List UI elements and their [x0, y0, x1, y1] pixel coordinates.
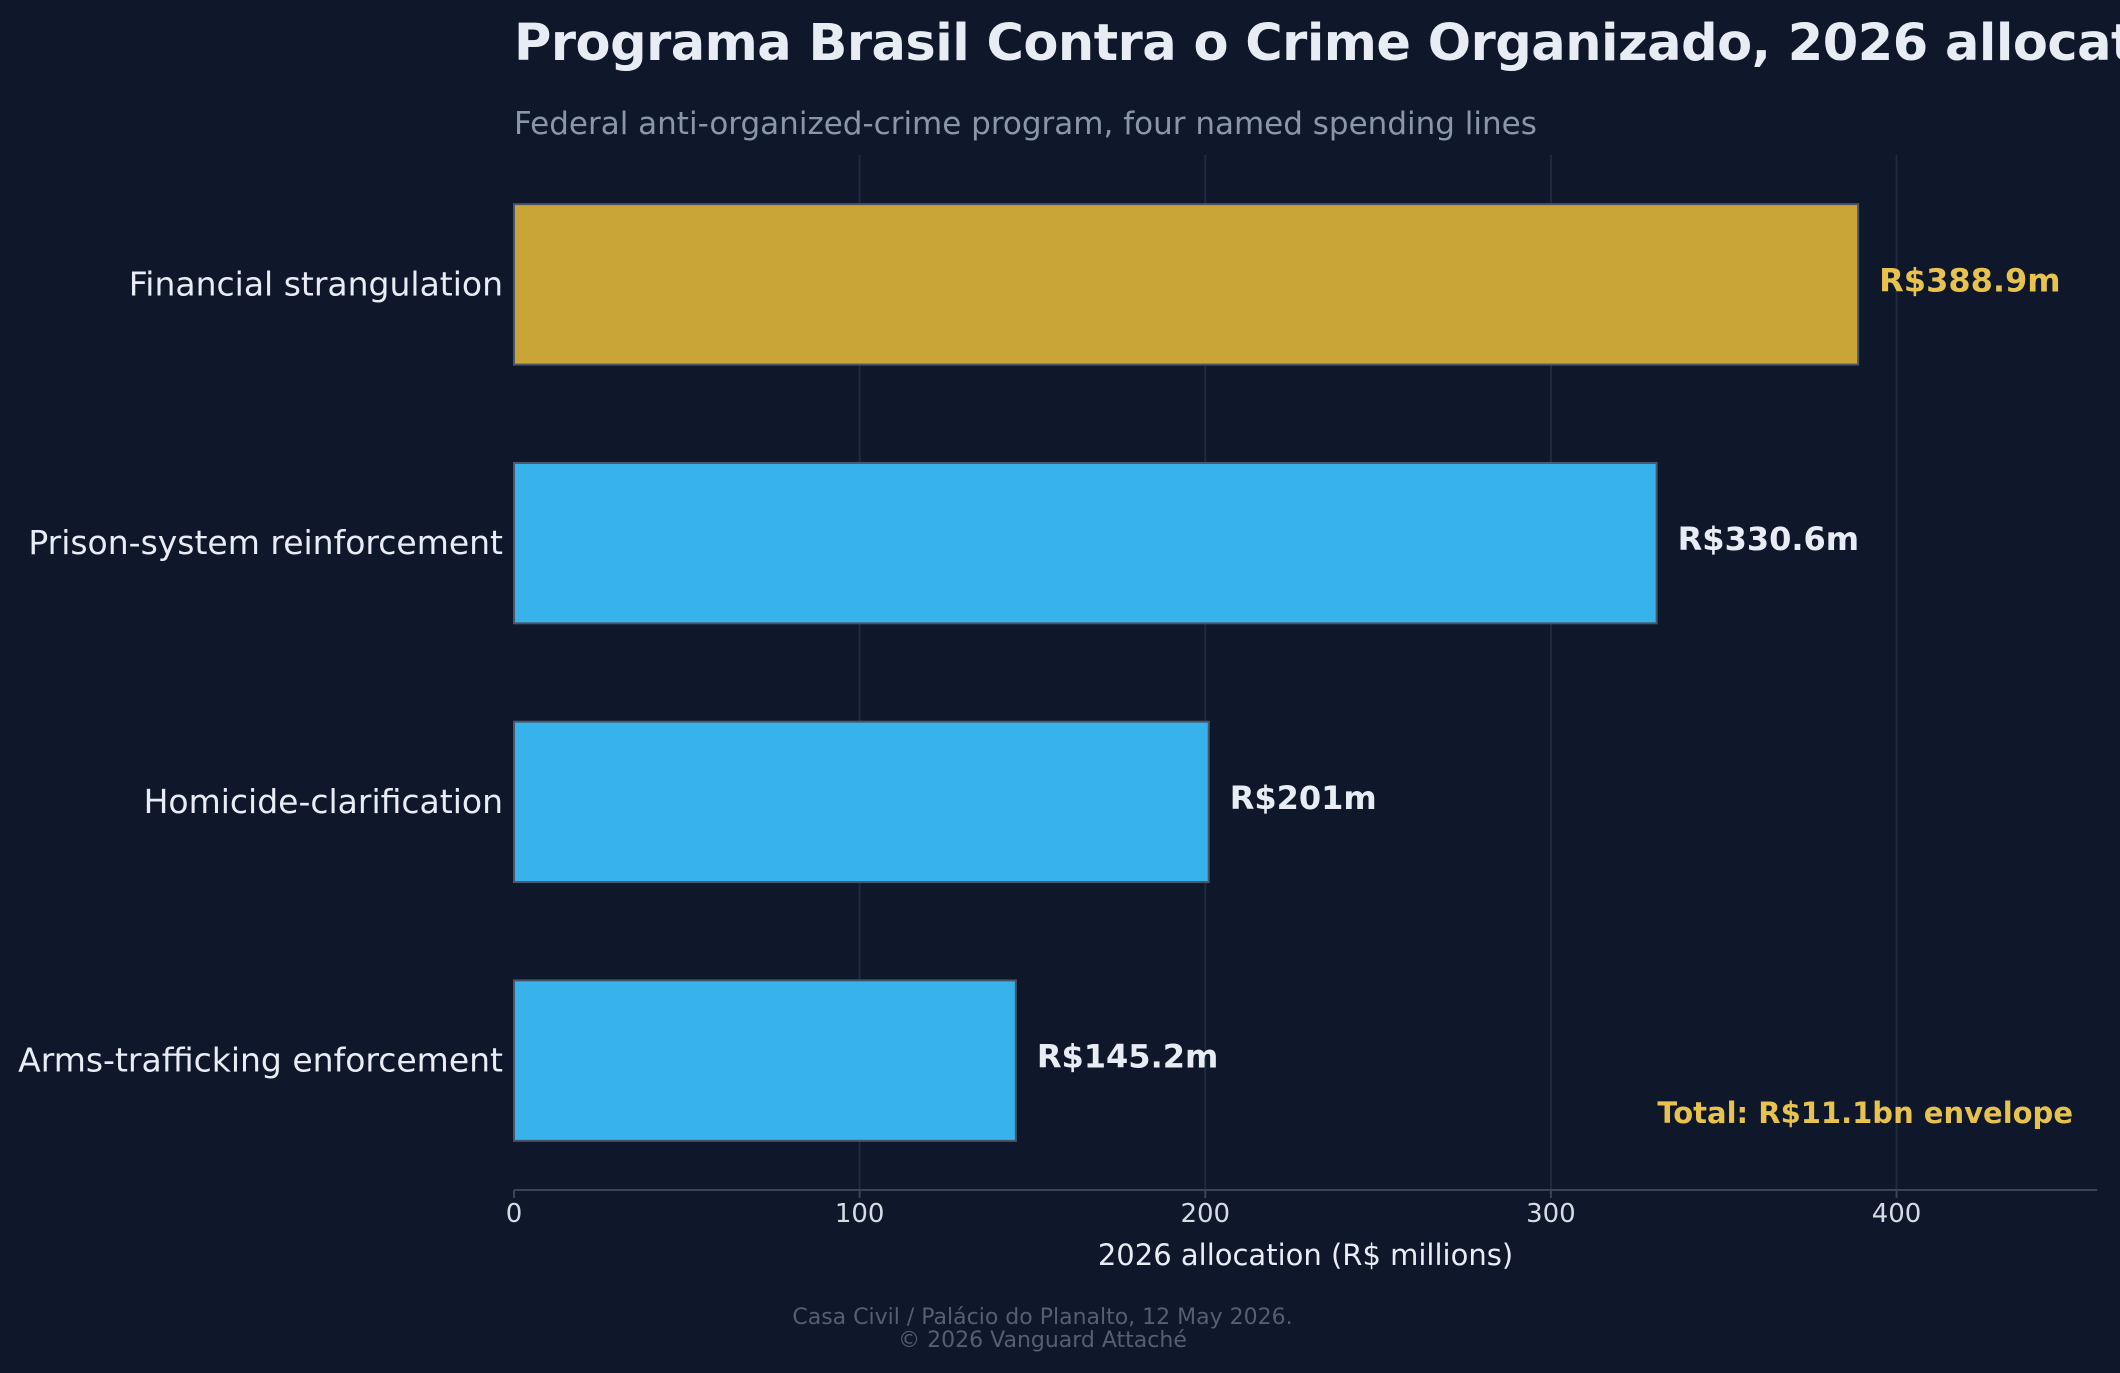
- bar-0: [513, 203, 1860, 366]
- value-label-3: R$145.2m: [1037, 1038, 1218, 1076]
- source-note: Casa Civil / Palácio do Planalto, 12 May…: [792, 1305, 1293, 1330]
- category-label-1: Prison-system reinforcement: [28, 523, 503, 562]
- category-label-3: Arms-trafficking enforcement: [18, 1041, 503, 1080]
- x-tick-label-200: 200: [1180, 1199, 1230, 1229]
- x-tick-label-100: 100: [835, 1199, 885, 1229]
- value-label-2: R$201m: [1230, 779, 1377, 817]
- chart-title: Programa Brasil Contra o Crime Organizad…: [514, 14, 2120, 73]
- copyright-note: © 2026 Vanguard Attaché: [898, 1328, 1187, 1353]
- chart-subtitle: Federal anti-organized-crime program, fo…: [514, 106, 1537, 142]
- x-tick-label-400: 400: [1872, 1199, 1922, 1229]
- value-label-1: R$330.6m: [1678, 520, 1859, 558]
- category-label-0: Financial strangulation: [129, 264, 503, 303]
- category-label-2: Homicide-clarification: [144, 782, 503, 821]
- value-label-0: R$388.9m: [1879, 261, 2060, 299]
- total-annotation: Total: R$11.1bn envelope: [1657, 1096, 2073, 1130]
- bar-3: [513, 979, 1017, 1142]
- bar-1: [513, 461, 1658, 625]
- bar-2: [513, 720, 1210, 884]
- x-tick-label-0: 0: [506, 1199, 523, 1229]
- x-axis-label: 2026 allocation (R$ millions): [1098, 1238, 1513, 1272]
- x-tick-label-300: 300: [1526, 1199, 1576, 1229]
